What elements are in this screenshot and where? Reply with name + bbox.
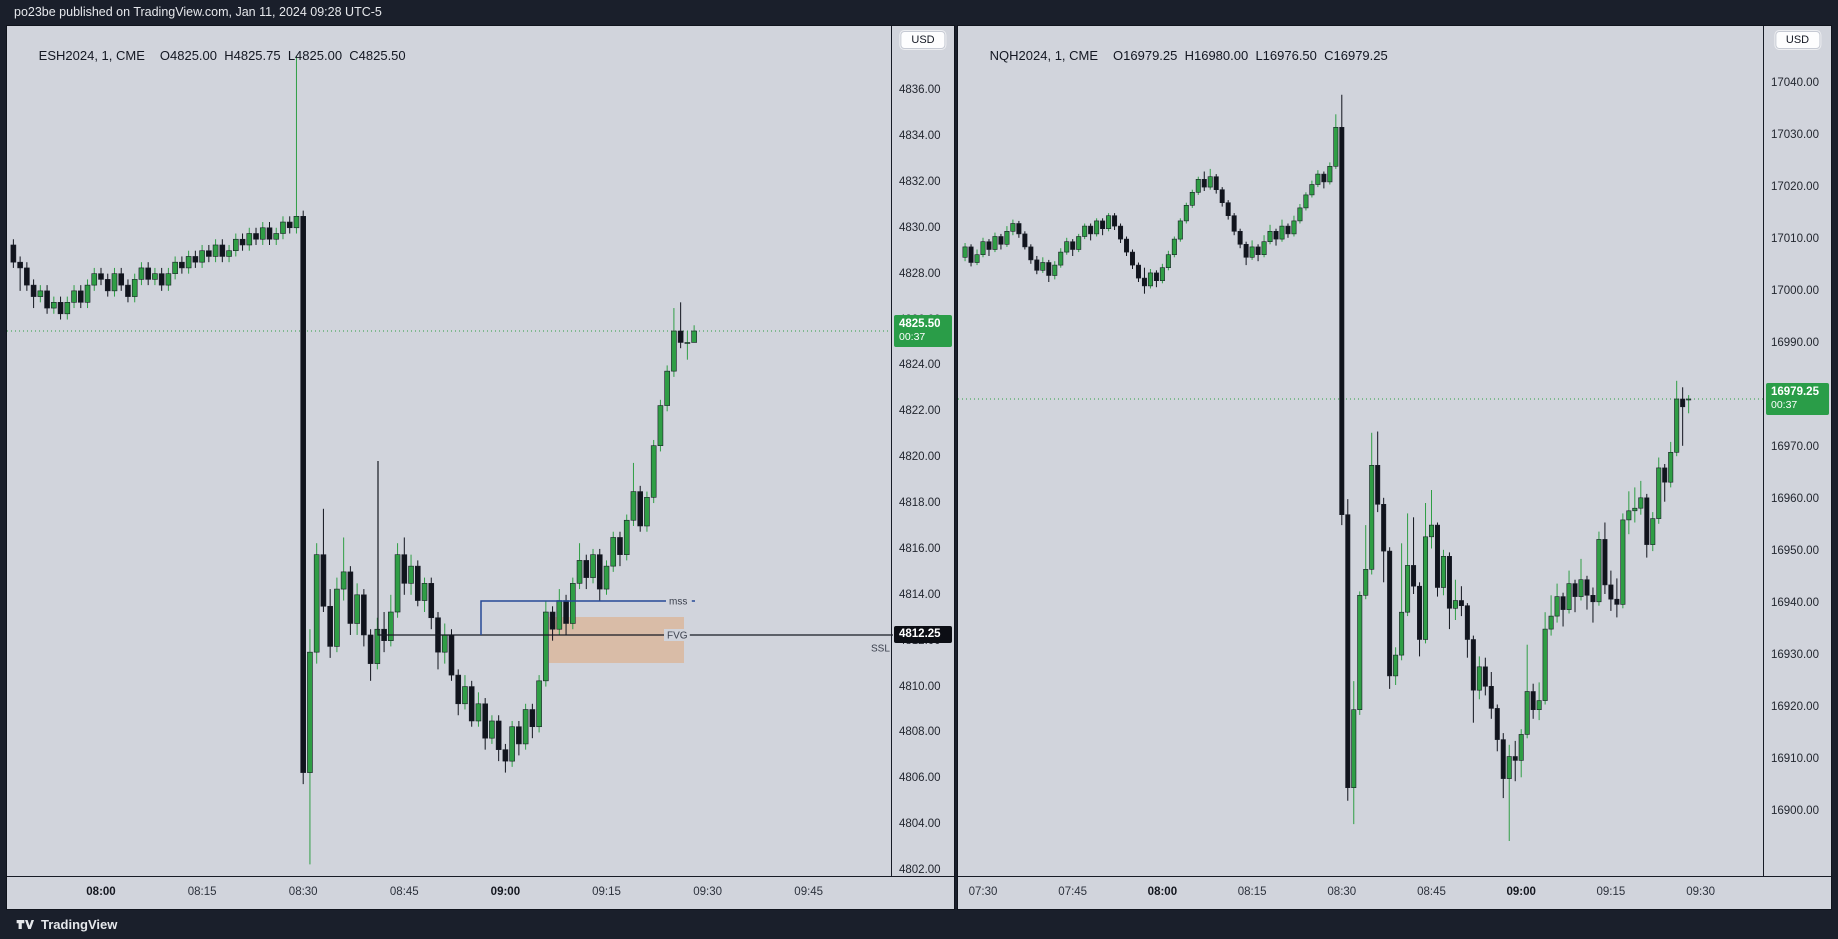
time-tick: 09:30 <box>1686 886 1715 898</box>
chart-area-es[interactable]: mss FVG SSL ESH2024, 1, CME O4825.00 H4825.… <box>7 26 893 877</box>
publish-banner-text: po23be published on TradingView.com, Jan… <box>14 5 382 19</box>
price-tick: 16990.00 <box>1771 337 1819 350</box>
time-tick: 08:15 <box>187 886 217 898</box>
tradingview-logo-icon <box>16 920 34 929</box>
footer-bar: TradingView <box>0 910 1838 939</box>
time-tick: 08:00 <box>86 886 116 898</box>
price-axis-es[interactable]: USD 4836.00 4834.00 4832.00 4830.00 4828.00 4… <box>891 26 954 877</box>
time-tick: 08:45 <box>389 886 419 898</box>
price-tick: 4816.00 <box>899 542 941 555</box>
fvg-label: FVG <box>667 631 688 642</box>
time-tick: 09:15 <box>592 886 621 898</box>
time-tick: 08:15 <box>1237 886 1267 898</box>
current-price-label: 4825.50 00:37 <box>894 315 952 347</box>
chart-pane-es: mss FVG SSL ESH2024, 1, CME O4825.00 H4825.… <box>6 25 955 910</box>
price-tick: 16920.00 <box>1771 701 1819 714</box>
price-tick: 17030.00 <box>1771 129 1819 142</box>
price-tick: 17040.00 <box>1771 77 1819 90</box>
price-tick: 4814.00 <box>899 588 941 601</box>
price-tick: 4806.00 <box>899 772 941 785</box>
brand-text: TradingView <box>41 917 118 932</box>
time-tick: 08:45 <box>1417 886 1446 898</box>
bar-countdown: 00:37 <box>899 331 926 343</box>
price-tick: 16910.00 <box>1771 753 1819 766</box>
chart-pane-nq: NQH2024, 1, CME O16979.25 H16980.00 L1697… <box>957 25 1832 910</box>
price-tick: 4818.00 <box>899 497 941 510</box>
time-tick: 07:45 <box>1058 886 1088 898</box>
current-price-value: 4825.50 <box>899 318 941 330</box>
price-tick: 4830.00 <box>899 221 941 234</box>
time-axis-nq[interactable]: 07:30 07:45 08:00 08:15 08:30 08:45 09:00 09:15… <box>958 876 1831 909</box>
price-tick: 4828.00 <box>899 267 941 280</box>
price-tick: 4834.00 <box>899 130 941 142</box>
price-tick: 4804.00 <box>899 818 941 831</box>
mss-label: mss <box>669 597 687 608</box>
price-tick: 17010.00 <box>1771 233 1819 246</box>
candlestick-chart-es[interactable]: mss FVG SSL <box>7 26 893 877</box>
time-axis-es[interactable]: 08:00 08:15 08:30 08:45 09:00 09:15 09:30 09:45 <box>7 876 954 909</box>
price-tick: 4820.00 <box>899 451 941 464</box>
time-tick: 08:00 <box>1147 886 1178 898</box>
chart-area-nq[interactable]: NQH2024, 1, CME O16979.25 H16980.00 L1697… <box>958 26 1765 877</box>
price-tick: 4802.00 <box>899 864 941 877</box>
time-tick: 09:00 <box>490 886 521 898</box>
price-tick: 4832.00 <box>899 175 941 188</box>
currency-button-es[interactable]: USD <box>900 31 946 49</box>
liquidity-ray <box>377 461 893 636</box>
time-tick: 09:30 <box>693 886 722 898</box>
time-tick: 09:45 <box>794 886 824 898</box>
price-tick: 17020.00 <box>1771 181 1819 194</box>
price-tick: 4822.00 <box>899 405 941 418</box>
current-price-value: 16979.25 <box>1771 386 1819 398</box>
price-tick: 4808.00 <box>899 726 941 739</box>
time-tick: 08:30 <box>288 886 318 898</box>
mss-line <box>480 600 695 635</box>
time-tick: 09:15 <box>1596 886 1626 898</box>
time-tick: 08:30 <box>1327 886 1357 898</box>
price-tick: 16900.00 <box>1771 805 1819 818</box>
candlestick-chart-nq[interactable] <box>958 26 1765 877</box>
time-tick: 07:30 <box>968 886 998 898</box>
price-tick: 16950.00 <box>1771 545 1819 558</box>
price-tick: 16930.00 <box>1771 649 1819 662</box>
ssl-label: SSL <box>871 644 890 655</box>
tradingview-logo[interactable]: TradingView <box>16 917 117 932</box>
currency-button-nq[interactable]: USD <box>1774 31 1821 49</box>
price-tick: 4810.00 <box>899 680 941 693</box>
price-axis-nq[interactable]: USD 17040.00 17030.00 17020.00 17010.00 1700… <box>1763 26 1831 877</box>
price-tick: 4836.00 <box>899 84 941 97</box>
level-price-label: 4812.25 <box>894 626 952 644</box>
fvg-zone <box>549 617 684 663</box>
publish-banner: po23be published on TradingView.com, Jan… <box>0 0 1838 25</box>
price-tick: 16960.00 <box>1771 493 1819 506</box>
bar-countdown: 00:37 <box>1771 399 1798 411</box>
price-tick: 16970.00 <box>1771 441 1819 454</box>
price-tick: 16940.00 <box>1771 597 1819 610</box>
price-tick: 4824.00 <box>899 359 941 372</box>
current-price-label: 16979.25 00:37 <box>1766 383 1829 415</box>
time-tick: 09:00 <box>1506 886 1536 898</box>
price-tick: 17000.00 <box>1771 285 1819 298</box>
